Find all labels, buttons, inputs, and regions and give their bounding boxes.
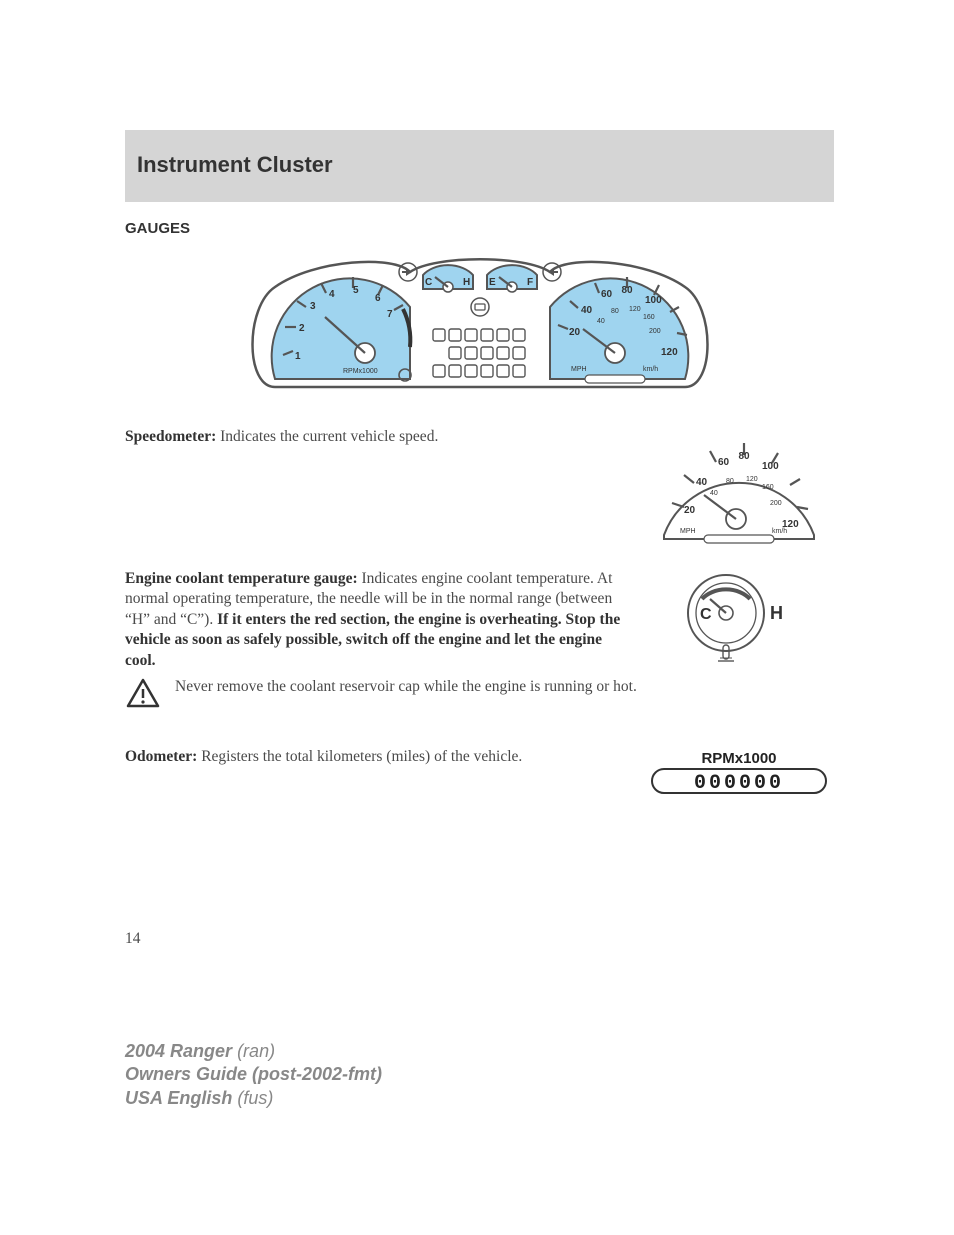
- svg-text:160: 160: [643, 314, 655, 321]
- instrument-cluster-svg: C H E F 1 2 3 4 5 6 7: [235, 247, 725, 407]
- warning-icon: [125, 677, 161, 709]
- coolant-term: Engine coolant temperature gauge:: [125, 570, 358, 587]
- item-coolant: Engine coolant temperature gauge: Indica…: [125, 569, 834, 671]
- svg-text:2: 2: [299, 323, 305, 334]
- odometer-label: RPMx1000: [701, 750, 776, 767]
- svg-text:80: 80: [726, 478, 734, 485]
- coolant-figure: C H: [644, 569, 834, 665]
- svg-text:160: 160: [762, 484, 774, 491]
- warning-text: Never remove the coolant reservoir cap w…: [175, 677, 834, 698]
- svg-text:4: 4: [329, 289, 335, 300]
- speedometer-term: Speedometer:: [125, 428, 216, 445]
- odometer-term: Odometer:: [125, 748, 197, 765]
- svg-text:120: 120: [746, 476, 758, 483]
- svg-text:200: 200: [649, 328, 661, 335]
- svg-text:H: H: [770, 603, 783, 623]
- speedometer-text: Speedometer: Indicates the current vehic…: [125, 427, 624, 447]
- section-heading: GAUGES: [125, 220, 834, 237]
- svg-text:MPH: MPH: [680, 528, 696, 535]
- svg-text:100: 100: [762, 461, 779, 472]
- footer-line-1: 2004 Ranger (ran): [125, 1040, 382, 1063]
- svg-text:80: 80: [611, 308, 619, 315]
- item-speedometer: Speedometer: Indicates the current vehic…: [125, 427, 834, 547]
- svg-text:20: 20: [684, 505, 696, 516]
- svg-text:80: 80: [738, 451, 750, 462]
- svg-text:80: 80: [621, 285, 633, 296]
- page-header-title: Instrument Cluster: [137, 152, 822, 178]
- svg-text:1: 1: [295, 351, 301, 362]
- svg-text:H: H: [463, 277, 470, 288]
- svg-text:60: 60: [718, 457, 730, 468]
- footer-line-2: Owners Guide (post-2002-fmt): [125, 1063, 382, 1086]
- svg-text:40: 40: [597, 318, 605, 325]
- coolant-text: Engine coolant temperature gauge: Indica…: [125, 569, 624, 671]
- warning-block: Never remove the coolant reservoir cap w…: [125, 677, 834, 709]
- page-number: 14: [125, 930, 141, 948]
- svg-text:7: 7: [387, 309, 393, 320]
- svg-text:6: 6: [375, 293, 381, 304]
- speedometer-desc: Indicates the current vehicle speed.: [216, 428, 438, 445]
- svg-text:40: 40: [710, 490, 718, 497]
- svg-text:5: 5: [353, 285, 359, 296]
- cluster-illustration: C H E F 1 2 3 4 5 6 7: [125, 247, 834, 407]
- svg-text:E: E: [489, 277, 496, 288]
- footer: 2004 Ranger (ran) Owners Guide (post-200…: [125, 1040, 382, 1110]
- speedometer-figure: 20 40 60 80 100 120 40 80 120 160 200 MP…: [644, 427, 834, 547]
- svg-text:40: 40: [696, 477, 708, 488]
- odometer-value: 000000: [694, 772, 784, 795]
- svg-text:3: 3: [310, 301, 316, 312]
- svg-text:F: F: [527, 277, 533, 288]
- svg-text:120: 120: [629, 306, 641, 313]
- item-odometer: Odometer: Registers the total kilometers…: [125, 747, 834, 799]
- svg-text:km/h: km/h: [772, 528, 787, 535]
- svg-text:C: C: [700, 606, 712, 623]
- svg-text:RPMx1000: RPMx1000: [343, 368, 378, 375]
- svg-text:C: C: [425, 277, 432, 288]
- svg-text:60: 60: [601, 289, 613, 300]
- svg-text:200: 200: [770, 500, 782, 507]
- page-header-box: Instrument Cluster: [125, 130, 834, 202]
- svg-text:20: 20: [569, 327, 581, 338]
- svg-text:100: 100: [645, 295, 662, 306]
- odometer-text: Odometer: Registers the total kilometers…: [125, 747, 624, 767]
- odometer-figure: RPMx1000 000000: [644, 747, 834, 799]
- odometer-desc: Registers the total kilometers (miles) o…: [197, 748, 522, 765]
- svg-text:MPH: MPH: [571, 366, 587, 373]
- footer-line-3: USA English (fus): [125, 1087, 382, 1110]
- svg-text:120: 120: [661, 347, 678, 358]
- svg-text:km/h: km/h: [643, 366, 658, 373]
- svg-text:40: 40: [581, 305, 593, 316]
